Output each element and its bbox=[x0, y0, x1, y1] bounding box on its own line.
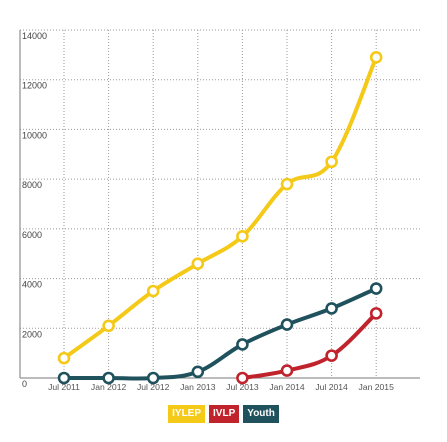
y-tick-label: 8000 bbox=[22, 180, 42, 190]
line-chart: 0 2000 4000 6000 8000 10000 12000 14000 Jul 201… bbox=[19, 29, 420, 392]
series-line-youth bbox=[62, 286, 379, 381]
grid bbox=[20, 29, 420, 378]
x-tick-label: Jul 2012 bbox=[137, 382, 170, 392]
data-point-iylep[interactable] bbox=[369, 51, 383, 64]
legend-item-youth[interactable]: Youth bbox=[243, 405, 279, 423]
y-tick-label: 2000 bbox=[22, 329, 42, 339]
data-point-ivlp[interactable] bbox=[236, 371, 249, 385]
data-point-iylep[interactable] bbox=[146, 284, 160, 298]
data-point-ivlp[interactable] bbox=[280, 364, 294, 377]
data-point-iylep[interactable] bbox=[236, 230, 249, 243]
data-point-iylep[interactable] bbox=[57, 351, 71, 365]
data-point-ivlp[interactable] bbox=[369, 307, 383, 320]
data-point-youth[interactable] bbox=[191, 365, 205, 379]
legend: IYLEP IVLP Youth bbox=[0, 405, 447, 423]
data-point-iylep[interactable] bbox=[102, 319, 115, 333]
data-point-youth[interactable] bbox=[325, 302, 338, 315]
y-tick-label: 0 bbox=[22, 379, 27, 389]
x-tick-label: Jul 2011 bbox=[48, 382, 80, 392]
x-tick-label: Jan 2015 bbox=[359, 382, 395, 392]
x-tick-label: Jul 2013 bbox=[226, 382, 259, 392]
data-point-iylep[interactable] bbox=[280, 177, 294, 191]
data-point-iylep[interactable] bbox=[325, 155, 338, 169]
y-tick-label: 4000 bbox=[22, 280, 42, 290]
y-tick-label: 14000 bbox=[22, 31, 47, 41]
legend-item-ivlp[interactable]: IVLP bbox=[209, 405, 240, 423]
y-tick-label: 10000 bbox=[22, 130, 47, 140]
data-point-youth[interactable] bbox=[102, 371, 115, 385]
x-tick-label: Jan 2014 bbox=[269, 382, 305, 392]
y-tick-label: 12000 bbox=[22, 81, 47, 91]
data-point-youth[interactable] bbox=[280, 318, 294, 331]
data-point-youth[interactable] bbox=[369, 282, 383, 295]
data-point-youth[interactable] bbox=[236, 338, 249, 351]
legend-item-iylep[interactable]: IYLEP bbox=[168, 405, 206, 423]
y-axis-ticks: 0 2000 4000 6000 8000 10000 12000 14000 bbox=[22, 31, 47, 389]
x-tick-label: Jan 2012 bbox=[91, 382, 127, 392]
data-point-youth[interactable] bbox=[146, 371, 160, 385]
x-tick-label: Jan 2013 bbox=[180, 382, 216, 392]
data-point-iylep[interactable] bbox=[191, 257, 205, 270]
axes bbox=[19, 30, 420, 379]
data-point-ivlp[interactable] bbox=[325, 349, 338, 362]
x-axis-ticks: Jul 2011 Jan 2012 Jul 2012 Jan 2013 Jul 2013… bbox=[48, 382, 394, 392]
data-point-youth[interactable] bbox=[57, 371, 71, 385]
y-tick-label: 6000 bbox=[22, 230, 42, 240]
series bbox=[57, 51, 383, 385]
x-tick-label: Jul 2014 bbox=[315, 382, 348, 392]
series-line-ivlp bbox=[240, 311, 379, 380]
